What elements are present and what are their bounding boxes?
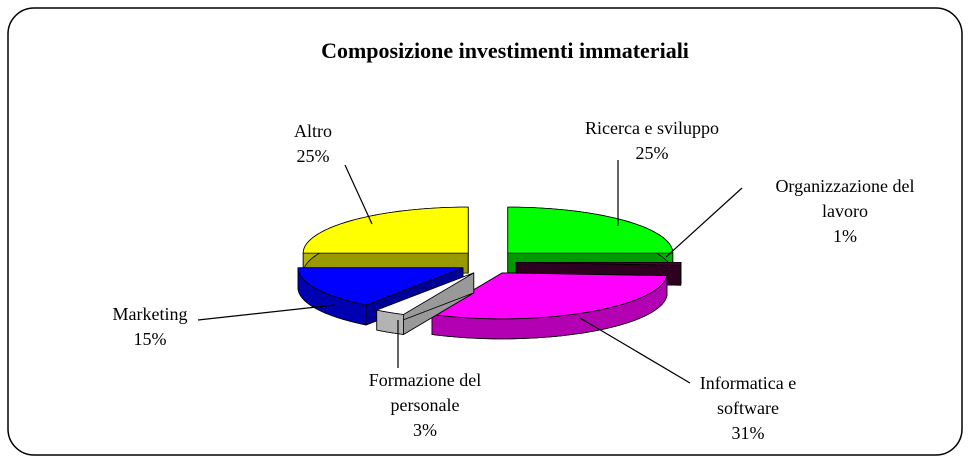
chart-border <box>7 7 963 456</box>
leader-line <box>344 164 373 225</box>
slice-top <box>507 206 674 254</box>
data-label: Informatica e software 31% <box>683 371 813 446</box>
category-label: Organizzazione del lavoro <box>775 176 915 221</box>
value-label: 25% <box>296 146 330 166</box>
data-label: Formazione del personale 3% <box>355 368 495 443</box>
slice <box>507 206 674 274</box>
value-label: 3% <box>413 420 437 440</box>
data-label: Altro 25% <box>263 119 363 169</box>
slice-top <box>376 272 475 315</box>
slice <box>376 272 475 335</box>
value-label: 15% <box>133 329 167 349</box>
category-label: Formazione del personale <box>368 370 482 415</box>
category-label: Marketing <box>112 304 188 324</box>
leader-line <box>665 187 743 258</box>
category-label: Ricerca e sviluppo <box>585 118 719 138</box>
data-label: Organizzazione del lavoro 1% <box>765 174 925 249</box>
slice-top <box>431 272 668 320</box>
chart-title: Composizione investimenti immateriali <box>321 38 689 63</box>
category-label: Informatica e software <box>699 373 797 418</box>
leader-line <box>197 304 336 321</box>
value-label: 25% <box>635 143 669 163</box>
leader-line <box>579 317 691 384</box>
slice-top <box>515 261 682 266</box>
value-label: 1% <box>833 226 857 246</box>
slice-top <box>297 267 464 306</box>
data-label: Marketing 15% <box>90 302 210 352</box>
category-label: Altro <box>294 121 332 141</box>
slice-top <box>302 206 469 254</box>
slice <box>431 272 668 340</box>
value-label: 31% <box>731 423 765 443</box>
data-label: Ricerca e sviluppo 25% <box>552 116 752 166</box>
